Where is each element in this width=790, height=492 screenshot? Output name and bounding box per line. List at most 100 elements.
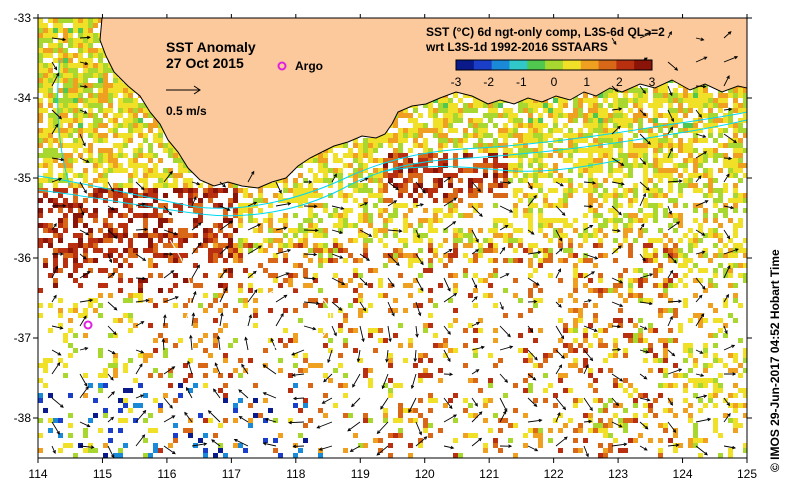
sst-cell [48, 243, 53, 248]
sst-cell [728, 118, 733, 123]
sst-cell [83, 198, 88, 203]
sst-cell [558, 128, 563, 133]
sst-cell [608, 88, 613, 93]
sst-cell [98, 93, 103, 98]
sst-cell [538, 143, 543, 148]
sst-cell [703, 88, 708, 93]
sst-cell [428, 238, 433, 243]
sst-cell [63, 223, 68, 228]
sst-cell [378, 293, 383, 298]
sst-cell [323, 303, 328, 308]
sst-cell [433, 168, 438, 173]
sst-cell [58, 188, 63, 193]
sst-cell [93, 138, 98, 143]
sst-cell [313, 158, 318, 163]
sst-cell [598, 143, 603, 148]
sst-cell [163, 208, 168, 213]
sst-cell [683, 258, 688, 263]
sst-cell [548, 133, 553, 138]
sst-cell [213, 203, 218, 208]
sst-cell [483, 293, 488, 298]
sst-cell [533, 133, 538, 138]
sst-cell [283, 218, 288, 223]
sst-cell [638, 113, 643, 118]
sst-cell [508, 153, 513, 158]
sst-cell [383, 158, 388, 163]
sst-cell [43, 228, 48, 233]
sst-cell [183, 278, 188, 283]
sst-cell [428, 243, 433, 248]
sst-cell [433, 98, 438, 103]
sst-cell [468, 213, 473, 218]
sst-cell [428, 228, 433, 233]
sst-cell [158, 223, 163, 228]
sst-cell [428, 153, 433, 158]
sst-cell [533, 193, 538, 198]
sst-cell [318, 153, 323, 158]
sst-cell [598, 228, 603, 233]
sst-cell [628, 283, 633, 288]
sst-cell [98, 188, 103, 193]
sst-cell [658, 163, 663, 168]
sst-cell [538, 138, 543, 143]
sst-cell [93, 258, 98, 263]
sst-cell [613, 218, 618, 223]
sst-cell [428, 103, 433, 108]
sst-cell [128, 173, 133, 178]
sst-cell [398, 128, 403, 133]
sst-cell [723, 208, 728, 213]
sst-cell [453, 233, 458, 238]
sst-cell [318, 253, 323, 258]
sst-cell [218, 223, 223, 228]
sst-cell [63, 218, 68, 223]
sst-cell [53, 153, 58, 158]
sst-cell [103, 253, 108, 258]
sst-cell [698, 173, 703, 178]
sst-cell [553, 98, 558, 103]
sst-cell [193, 218, 198, 223]
sst-cell [453, 108, 458, 113]
sst-cell [583, 233, 588, 238]
sst-cell [238, 288, 243, 293]
sst-cell [113, 133, 118, 138]
sst-cell [668, 138, 673, 143]
sst-cell [438, 118, 443, 123]
sst-cell [653, 188, 658, 193]
sst-cell [88, 33, 93, 38]
sst-cell [503, 133, 508, 138]
sst-cell [578, 113, 583, 118]
sst-cell [73, 43, 78, 48]
sst-cell [383, 183, 388, 188]
sst-cell [373, 203, 378, 208]
sst-cell [668, 188, 673, 193]
sst-cell [538, 223, 543, 228]
sst-cell [363, 138, 368, 143]
sst-cell [708, 183, 713, 188]
sst-cell [253, 228, 258, 233]
sst-cell [513, 153, 518, 158]
sst-cell [393, 213, 398, 218]
sst-cell [43, 28, 48, 33]
sst-cell [718, 263, 723, 268]
sst-cell [148, 258, 153, 263]
sst-cell [693, 243, 698, 248]
sst-cell [253, 313, 258, 318]
sst-cell [483, 123, 488, 128]
sst-cell [483, 278, 488, 283]
sst-cell [358, 283, 363, 288]
sst-cell [658, 173, 663, 178]
sst-cell [733, 263, 738, 268]
sst-cell [213, 188, 218, 193]
sst-cell [678, 193, 683, 198]
sst-cell [458, 108, 463, 113]
sst-cell [408, 173, 413, 178]
sst-cell [48, 208, 53, 213]
sst-cell [598, 118, 603, 123]
sst-cell [543, 253, 548, 258]
sst-cell [508, 178, 513, 183]
sst-cell [403, 218, 408, 223]
sst-cell [683, 158, 688, 163]
sst-cell [358, 233, 363, 238]
sst-cell [393, 118, 398, 123]
sst-cell [638, 293, 643, 298]
